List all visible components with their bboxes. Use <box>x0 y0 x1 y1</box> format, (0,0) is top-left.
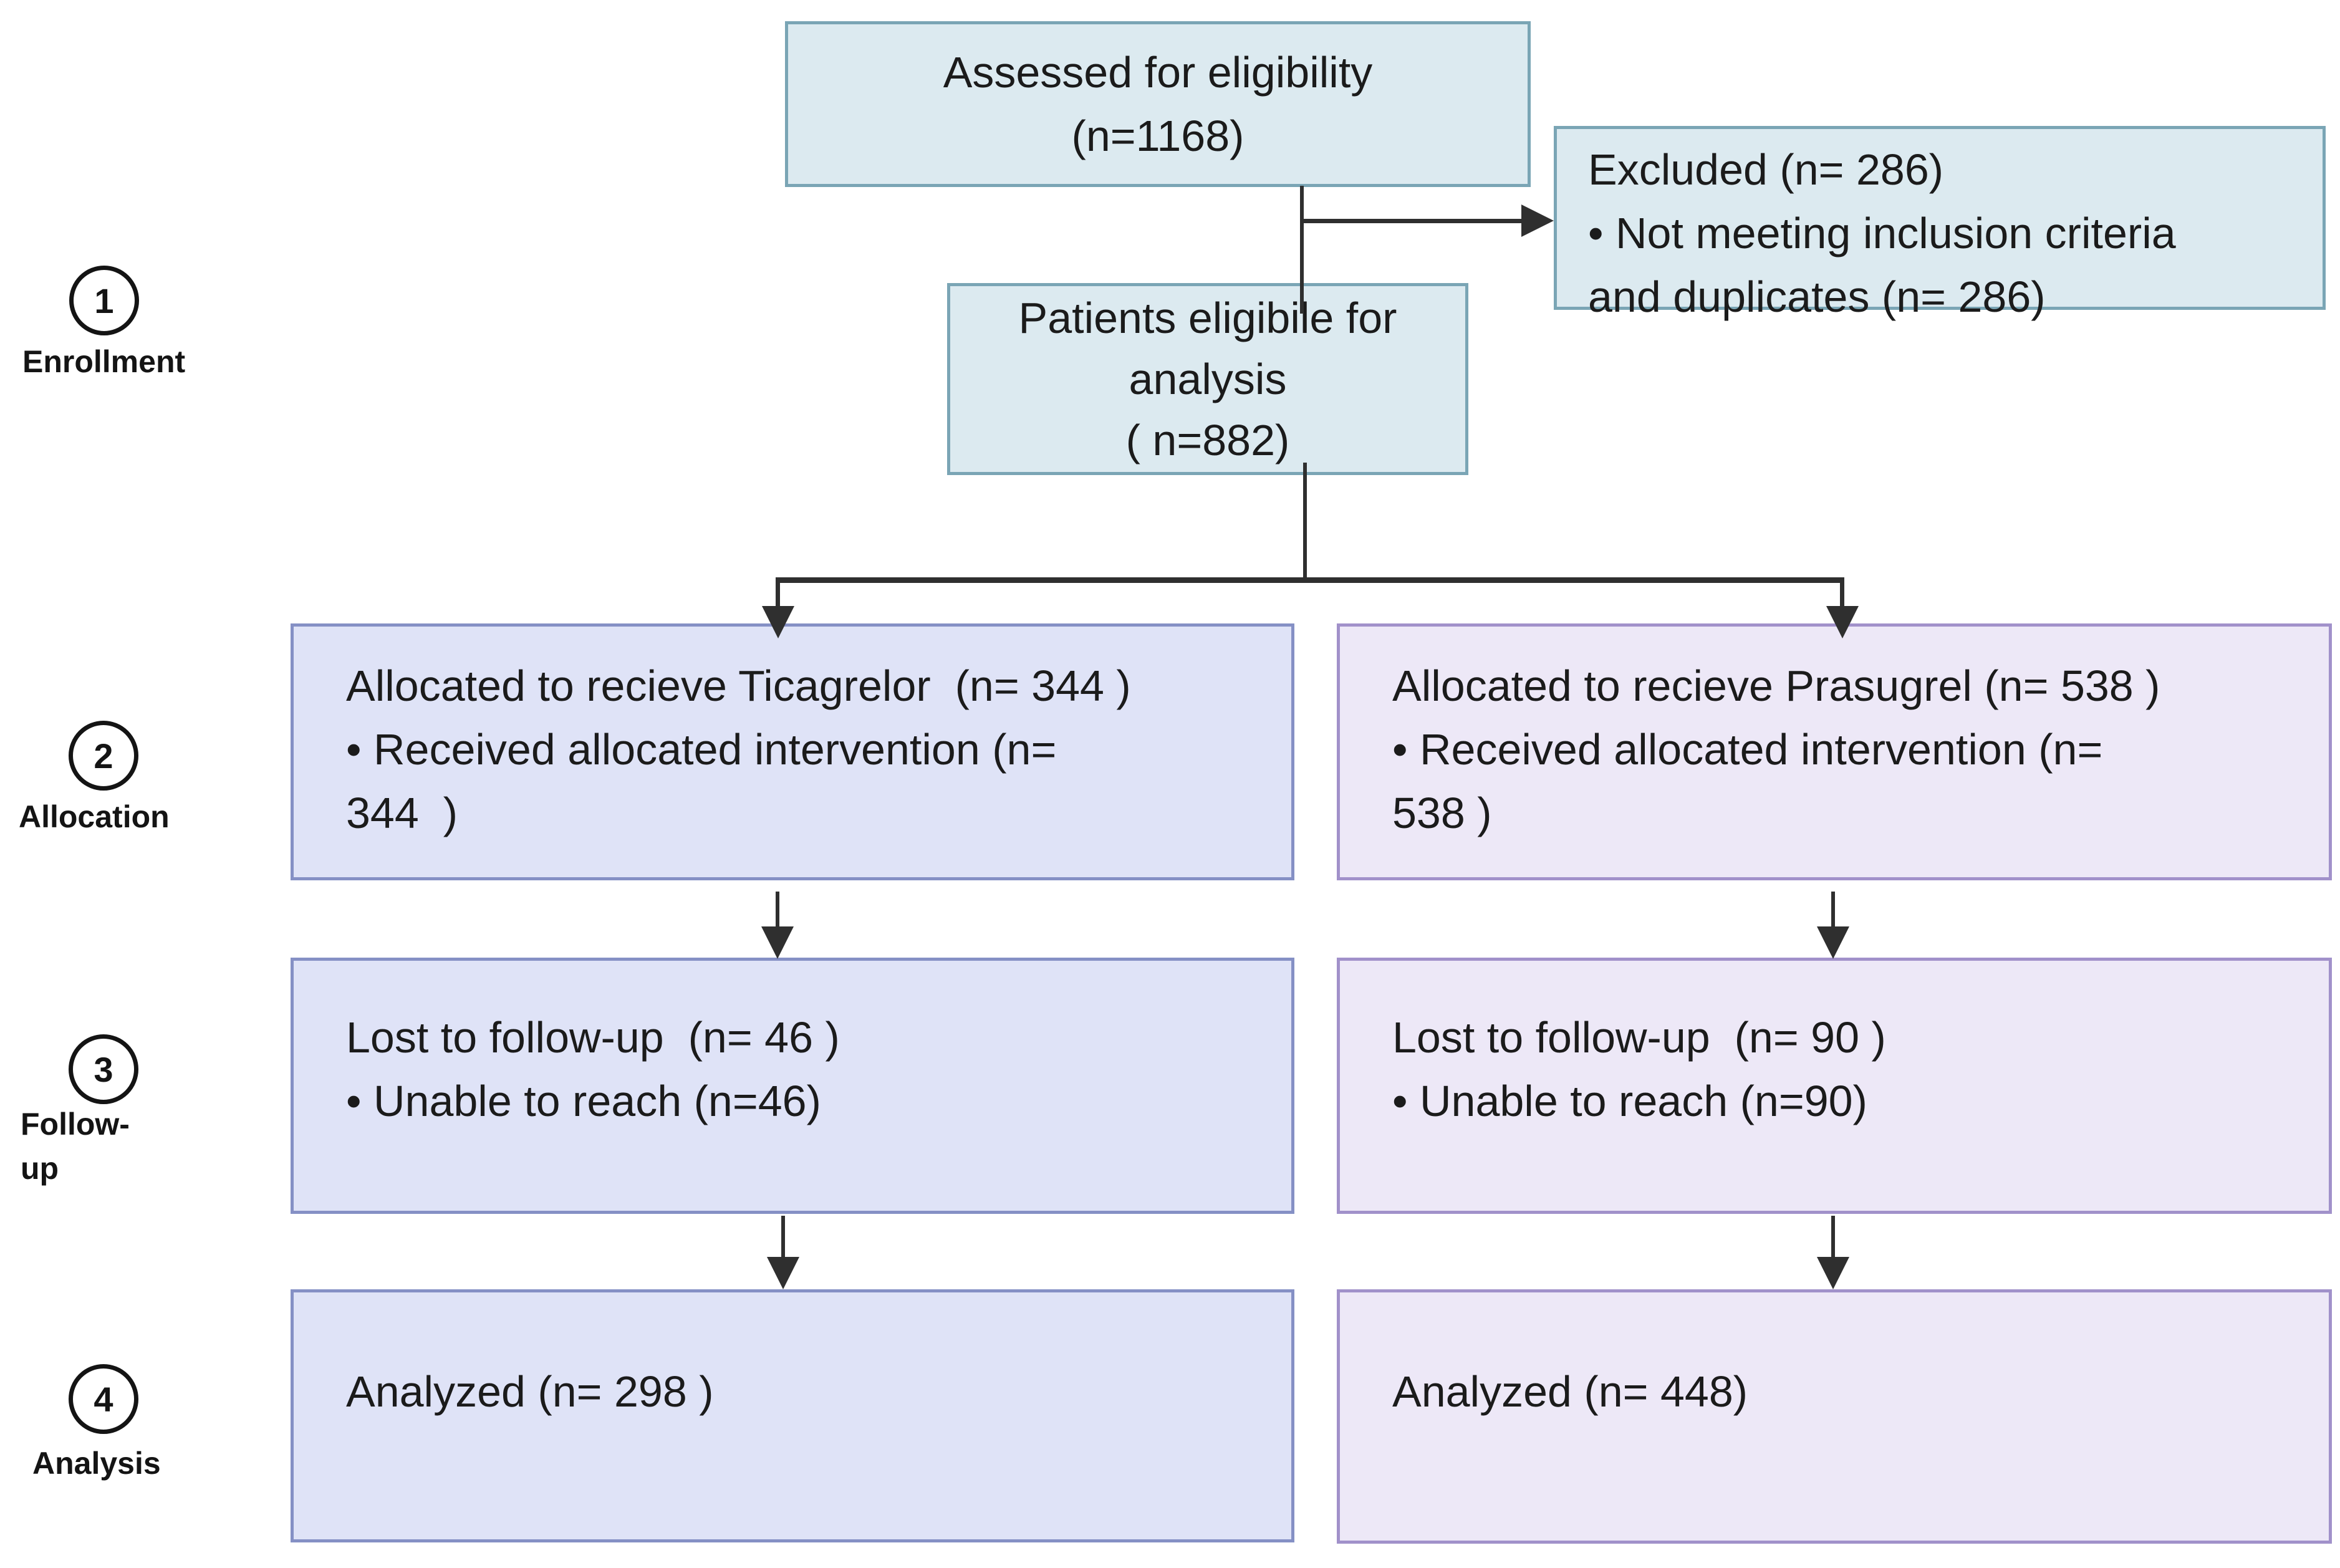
stage-1-circle: 1 <box>69 266 139 335</box>
alloc-right-line-3: 538 ) <box>1392 789 1492 838</box>
stage-4-circle: 4 <box>69 1364 138 1434</box>
connector-followup-to-analysis-right <box>1831 1216 1835 1259</box>
allocation-ticagrelor-box: Allocated to recieve Ticagrelor (n= 344 … <box>291 623 1294 880</box>
assessed-line-1: Assessed for eligibility <box>943 47 1373 97</box>
alloc-left-line-2: • Received allocated intervention (n= <box>346 725 1057 774</box>
split-bar <box>776 577 1844 583</box>
connector-alloc-to-followup-right <box>1831 892 1835 929</box>
analysis-prasugrel-box: Analyzed (n= 448) <box>1337 1289 2332 1544</box>
stage-1-label: Enrollment <box>22 344 186 379</box>
fu-right-line-1: Lost to follow-up (n= 90 ) <box>1392 1013 1886 1062</box>
eligible-line-2: analysis <box>1129 355 1287 403</box>
an-left-line-1: Analyzed (n= 298 ) <box>346 1367 714 1416</box>
analysis-ticagrelor-box: Analyzed (n= 298 ) <box>291 1289 1294 1542</box>
excluded-line-1: Excluded (n= 286) <box>1588 145 1944 194</box>
fu-left-line-1: Lost to follow-up (n= 46 ) <box>346 1013 840 1062</box>
assessed-box: Assessed for eligibility (n=1168) <box>785 21 1531 187</box>
alloc-left-line-3: 344 ) <box>346 789 458 838</box>
connector-eligible-to-split <box>1303 463 1307 582</box>
an-right-line-1: Analyzed (n= 448) <box>1392 1367 1748 1416</box>
connector-split-to-alloc-right <box>1840 577 1844 610</box>
stage-2-label: Allocation <box>19 799 170 834</box>
connector-alloc-to-followup-left <box>776 892 779 929</box>
stage-3-label: Follow-up <box>21 1107 130 1186</box>
alloc-right-line-2: • Received allocated intervention (n= <box>1392 725 2103 774</box>
stage-4-label: Analysis <box>32 1446 161 1481</box>
connector-to-excluded-line <box>1302 219 1524 223</box>
eligible-line-1: Patients eligibile for <box>1018 294 1397 342</box>
alloc-right-line-1: Allocated to recieve Prasugrel (n= 538 ) <box>1392 661 2160 710</box>
assessed-line-2: (n=1168) <box>1071 112 1245 160</box>
arrowhead-analysis-right-icon <box>1817 1257 1849 1289</box>
connector-assessed-to-eligible <box>1300 186 1304 314</box>
alloc-left-line-1: Allocated to recieve Ticagrelor (n= 344 … <box>346 661 1131 710</box>
arrowhead-excluded-icon <box>1521 204 1554 237</box>
eligible-line-3: ( n=882) <box>1125 416 1290 464</box>
arrowhead-alloc-right-icon <box>1826 606 1859 638</box>
stage-3-circle: 3 <box>69 1034 138 1104</box>
stage-2-circle: 2 <box>69 721 138 791</box>
arrowhead-analysis-left-icon <box>767 1257 799 1289</box>
followup-ticagrelor-box: Lost to follow-up (n= 46 ) • Unable to r… <box>291 958 1294 1214</box>
arrowhead-followup-right-icon <box>1817 926 1849 959</box>
arrowhead-followup-left-icon <box>761 926 794 959</box>
followup-prasugrel-box: Lost to follow-up (n= 90 ) • Unable to r… <box>1337 958 2332 1214</box>
eligible-box: Patients eligibile for analysis ( n=882) <box>947 283 1468 475</box>
excluded-line-2: • Not meeting inclusion criteria <box>1588 209 2176 258</box>
fu-right-line-2: • Unable to reach (n=90) <box>1392 1077 1867 1126</box>
arrowhead-alloc-left-icon <box>762 606 794 638</box>
excluded-line-3: and duplicates (n= 286) <box>1588 272 2046 322</box>
connector-split-to-alloc-left <box>776 577 780 610</box>
excluded-box: Excluded (n= 286) • Not meeting inclusio… <box>1554 126 2326 321</box>
fu-left-line-2: • Unable to reach (n=46) <box>346 1077 821 1126</box>
allocation-prasugrel-box: Allocated to recieve Prasugrel (n= 538 )… <box>1337 623 2332 880</box>
connector-followup-to-analysis-left <box>781 1216 785 1259</box>
